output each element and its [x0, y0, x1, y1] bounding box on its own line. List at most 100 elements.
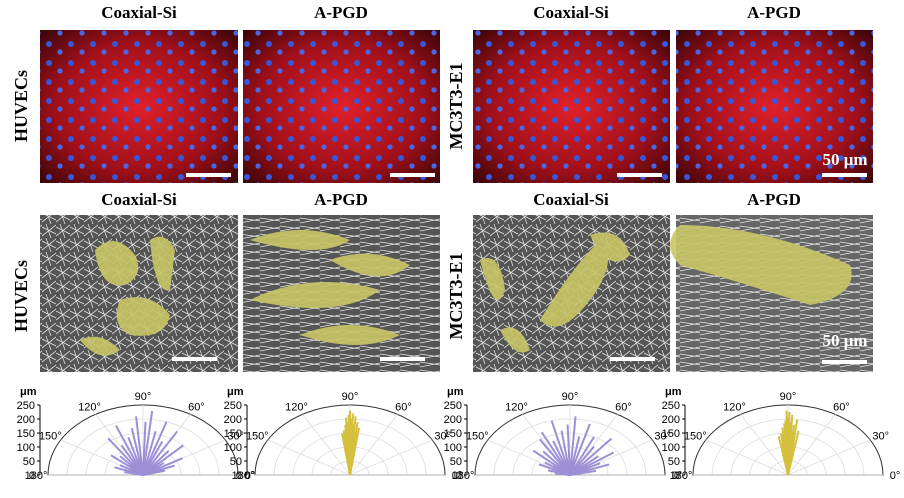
r-tick-label: 150 — [224, 428, 242, 440]
theta-grid — [267, 439, 351, 476]
theta-label: 30° — [434, 431, 451, 443]
theta-label: 120° — [723, 402, 746, 414]
r-tick-label: 200 — [662, 414, 680, 426]
column-title: Coaxial-Si — [533, 3, 609, 22]
r-tick-label: 150 — [17, 428, 35, 440]
theta-label: 60° — [395, 402, 412, 414]
polar-plot: 0 50 100 150 200 250 μm 0° 30° 60° 90° 120° 150° 180° — [662, 386, 901, 482]
r-label: μm — [447, 386, 464, 398]
theta-label: 120° — [285, 402, 308, 414]
r-tick-label: 150 — [662, 428, 680, 440]
r-tick-label: 200 — [444, 414, 462, 426]
theta-label: 150° — [246, 431, 269, 443]
theta-label: 120° — [78, 402, 101, 414]
theta-label: 180° — [25, 470, 48, 482]
row-label: HUVECs — [11, 260, 31, 332]
spike — [135, 416, 144, 476]
r-tick-label: 150 — [444, 428, 462, 440]
spike — [142, 444, 184, 476]
spike — [142, 430, 178, 476]
spike — [539, 438, 571, 476]
theta-label: 150° — [684, 431, 707, 443]
column-title: Coaxial-Si — [533, 190, 609, 209]
column-title: A-PGD — [314, 3, 368, 22]
spike — [550, 420, 571, 476]
outline — [47, 404, 239, 476]
spike — [777, 436, 789, 476]
theta-label: 120° — [505, 402, 528, 414]
theta-label: 0° — [452, 470, 463, 482]
theta-grid — [740, 414, 789, 476]
r-tick-label: 0 — [29, 470, 35, 482]
spike — [142, 410, 154, 476]
column-title: Coaxial-Si — [101, 3, 177, 22]
polar-plot: 0 50 100 150 200 250 μm 0° 30° 60° 90° 120° 150° 180° — [17, 386, 256, 482]
r-tick-label: 100 — [224, 442, 242, 454]
theta-label: 90° — [562, 391, 579, 403]
outline — [692, 404, 884, 476]
r-tick-label: 250 — [17, 400, 35, 412]
scale-label: 50 μm — [822, 150, 867, 169]
theta-label: 0° — [890, 470, 901, 482]
r-label: μm — [665, 386, 682, 398]
r-tick-label: 200 — [224, 414, 242, 426]
r-tick-label: 50 — [23, 456, 35, 468]
scale-label: 50 μm — [822, 331, 867, 350]
fluorescence-row: Coaxial-Si A-PGD Coaxial-Si A-PGD HUVECs… — [11, 3, 873, 183]
r-label: μm — [227, 386, 244, 398]
theta-label: 60° — [833, 402, 850, 414]
r-tick-label: 0 — [236, 470, 242, 482]
r-tick-label: 50 — [668, 456, 680, 468]
r-tick-label: 0 — [456, 470, 462, 482]
spike — [569, 416, 577, 476]
theta-label: 180° — [452, 470, 475, 482]
sem-row: Coaxial-Si A-PGD Coaxial-Si A-PGD HUVECs… — [11, 190, 873, 372]
theta-label: 30° — [872, 431, 889, 443]
theta-grid — [787, 414, 836, 476]
polar-plot: 0 50 100 150 200 250 μm 0° 30° 60° 90° 120° 150° 180° — [224, 386, 463, 482]
row-label: MC3T3-E1 — [446, 253, 466, 340]
row-label: MC3T3-E1 — [446, 63, 466, 150]
theta-grid — [302, 414, 351, 476]
outline — [254, 404, 446, 476]
theta-grid — [705, 439, 789, 476]
r-tick-label: 50 — [450, 456, 462, 468]
spike — [130, 427, 144, 476]
column-title: A-PGD — [747, 3, 801, 22]
r-tick-label: 0 — [674, 470, 680, 482]
spike — [560, 430, 571, 476]
theta-grid — [787, 439, 871, 476]
r-tick-label: 100 — [17, 442, 35, 454]
theta-label: 90° — [135, 391, 152, 403]
spike — [540, 431, 571, 476]
spike — [341, 433, 351, 476]
theta-label: 60° — [615, 402, 632, 414]
theta-label: 90° — [342, 391, 359, 403]
outline — [474, 404, 666, 476]
spike — [142, 421, 168, 476]
spike — [124, 471, 144, 476]
theta-label: 30° — [227, 431, 244, 443]
column-title: A-PGD — [747, 190, 801, 209]
theta-label: 150° — [466, 431, 489, 443]
row-label: HUVECs — [11, 70, 31, 142]
polar-plot: 0 50 100 150 200 250 μm 0° 30° 60° 90° 120° 150° 180° — [444, 386, 683, 482]
r-tick-label: 100 — [662, 442, 680, 454]
spike — [569, 423, 591, 476]
r-tick-label: 250 — [662, 400, 680, 412]
column-title: A-PGD — [314, 190, 368, 209]
spike — [115, 425, 144, 476]
micrographs — [40, 30, 873, 183]
spike — [142, 421, 147, 476]
theta-label: 90° — [780, 391, 797, 403]
r-label: μm — [20, 386, 37, 398]
spike — [107, 437, 144, 476]
spike — [554, 472, 571, 476]
theta-label: 0° — [672, 470, 683, 482]
r-tick-label: 250 — [444, 400, 462, 412]
theta-label: 180° — [670, 470, 693, 482]
r-tick-label: 100 — [444, 442, 462, 454]
r-tick-label: 250 — [224, 400, 242, 412]
theta-grid — [349, 414, 398, 476]
